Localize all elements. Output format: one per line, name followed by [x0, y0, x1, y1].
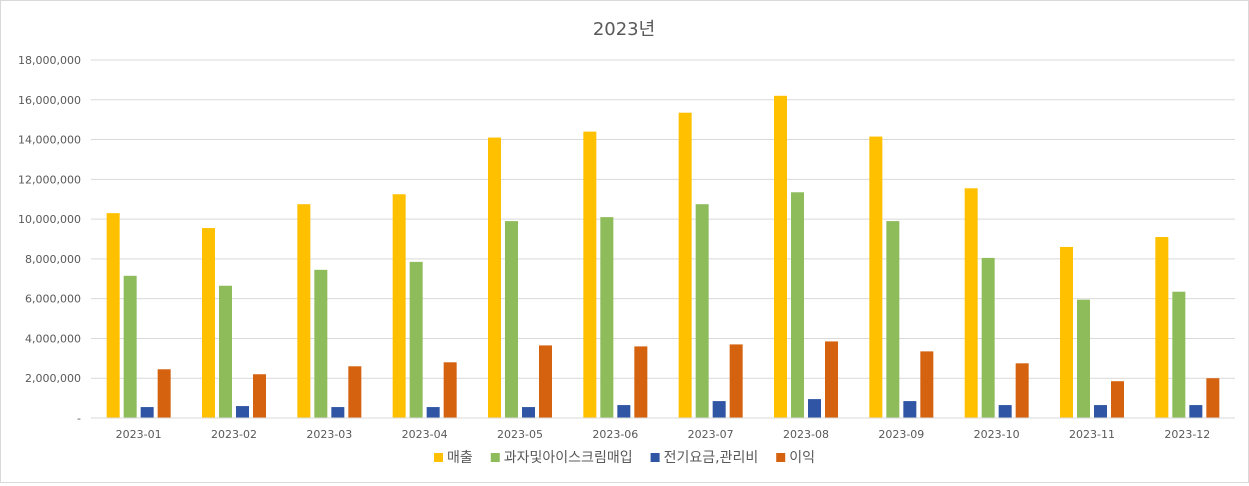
x-tick-label: 2023-08 — [783, 428, 829, 441]
bar-4 — [443, 362, 457, 418]
y-tick-label: 4,000,000 — [25, 332, 81, 345]
bar-4 — [1111, 381, 1124, 418]
bar-2 — [791, 192, 804, 418]
legend-label: 전기요금,관리비 — [664, 450, 759, 466]
bar-4 — [253, 374, 266, 418]
bar-2 — [409, 261, 423, 418]
bar-3 — [236, 406, 249, 418]
y-tick-label: 6,000,000 — [25, 293, 81, 306]
x-tick-label: 2023-06 — [592, 428, 638, 441]
legend-label: 매출 — [447, 450, 473, 466]
bar-4 — [1206, 378, 1220, 418]
legend-item: 이익 — [776, 450, 815, 466]
bar-1 — [106, 213, 120, 418]
bar-1 — [392, 194, 406, 418]
bar-2 — [1172, 291, 1186, 418]
legend-swatch — [650, 453, 660, 462]
bar-4 — [157, 369, 171, 418]
x-tick-label: 2023-05 — [497, 428, 543, 441]
x-tick-label: 2023-09 — [878, 428, 924, 441]
bar-1 — [297, 204, 311, 418]
bar-1 — [1155, 237, 1169, 418]
x-axis-tick-labels: 2023-01 2023-02 2023-03 2023-04 2023-05 2023-… — [116, 428, 1211, 441]
bar-1 — [488, 137, 501, 419]
chart-title: 2023년 — [593, 19, 655, 40]
x-tick-label: 2023-03 — [306, 428, 352, 441]
bar-1 — [583, 131, 597, 418]
legend-item: 전기요금,관리비 — [650, 450, 759, 466]
gridlines — [91, 59, 1235, 379]
bar-3 — [998, 405, 1012, 418]
legend-item: 과자및아이스크림매입 — [490, 450, 633, 466]
y-tick-label: 12,000,000 — [18, 173, 81, 186]
legend: 매출 과자및아이스크림매입 전기요금,관리비 이익 — [434, 450, 815, 466]
y-tick-label: 2,000,000 — [25, 372, 81, 385]
bars — [106, 95, 1220, 419]
bar-3 — [140, 407, 154, 418]
y-tick-label: 16,000,000 — [18, 94, 81, 107]
bar-1 — [964, 188, 978, 418]
bar-2 — [314, 269, 328, 418]
bar-2 — [600, 217, 614, 418]
bar-4 — [825, 341, 838, 418]
y-tick-label: 14,000,000 — [18, 134, 81, 147]
bar-4 — [348, 366, 362, 418]
bar-2 — [505, 221, 518, 418]
bar-3 — [522, 407, 535, 418]
legend-label: 이익 — [789, 450, 815, 466]
bar-2 — [219, 285, 232, 418]
x-tick-label: 2023-02 — [211, 428, 257, 441]
x-tick-label: 2023-11 — [1069, 428, 1115, 441]
bar-3 — [1094, 405, 1107, 418]
legend-swatch — [776, 453, 786, 462]
bar-4 — [634, 346, 648, 418]
bar-3 — [808, 399, 821, 418]
bar-4 — [729, 344, 743, 418]
bar-3 — [331, 407, 345, 418]
y-tick-label: 8,000,000 — [25, 253, 81, 266]
x-tick-label: 2023-01 — [116, 428, 162, 441]
bar-4 — [920, 351, 934, 418]
legend-swatch — [490, 453, 500, 462]
bar-2 — [886, 221, 900, 418]
bar-3 — [426, 407, 440, 418]
bar-1 — [774, 95, 787, 419]
legend-item: 매출 — [434, 450, 473, 466]
bar-2 — [123, 275, 137, 418]
bar-3 — [1189, 405, 1203, 418]
legend-label: 과자및아이스크림매입 — [504, 450, 633, 466]
y-tick-label: 10,000,000 — [18, 213, 81, 226]
x-tick-label: 2023-12 — [1164, 428, 1210, 441]
bar-4 — [539, 345, 552, 418]
bar-2 — [695, 204, 709, 418]
x-tick-label: 2023-04 — [402, 428, 448, 441]
bar-2 — [981, 257, 995, 418]
y-axis-tick-labels: - 2,000,000 4,000,000 6,000,000 8,000,000 10,… — [18, 54, 81, 425]
bar-3 — [617, 405, 631, 418]
legend-swatch — [434, 453, 444, 462]
bar-1 — [678, 112, 692, 418]
y-tick-label: 18,000,000 — [18, 54, 81, 67]
bar-3 — [712, 401, 726, 418]
x-tick-label: 2023-10 — [974, 428, 1020, 441]
y-tick-label: - — [77, 412, 81, 425]
bar-2 — [1077, 299, 1090, 418]
bar-4 — [1015, 363, 1029, 418]
bar-1 — [202, 228, 215, 418]
bar-3 — [903, 401, 917, 418]
x-tick-label: 2023-07 — [688, 428, 734, 441]
bar-1 — [1060, 246, 1073, 418]
bar-1 — [869, 136, 883, 419]
